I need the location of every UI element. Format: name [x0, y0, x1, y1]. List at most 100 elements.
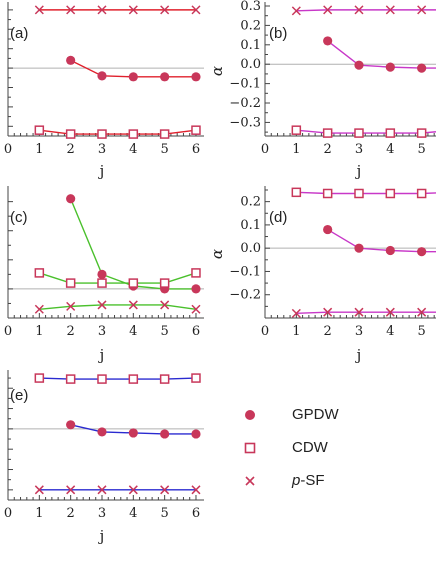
x-tick-label: 0 [4, 506, 12, 521]
data-point-cross [160, 485, 170, 495]
x-tick-label: 0 [261, 324, 269, 339]
data-point-square [128, 374, 139, 384]
panel-c: 0 1 2 3 4 5 6 j (c) [4, 186, 204, 364]
x-tick-label: 1 [292, 142, 300, 157]
data-point-square [322, 188, 333, 199]
series-line-cross [296, 311, 436, 315]
data-point-cross [417, 307, 427, 317]
data-point-cross [323, 5, 333, 15]
data-point-cross [385, 307, 395, 317]
x-tick-label: 4 [129, 324, 137, 339]
data-point-circle [354, 60, 364, 70]
cross-marker-icon [245, 475, 255, 486]
data-point-circle [97, 427, 107, 437]
series-line-square [39, 377, 197, 380]
data-point-cross [291, 308, 301, 318]
series-line-cross [39, 304, 197, 310]
x-axis-label: j [355, 346, 362, 364]
legend-label-psf: p-SF [292, 472, 325, 489]
x-tick-label: 6 [192, 324, 200, 339]
x-axis-label: j [98, 162, 105, 180]
series-group [34, 373, 201, 495]
data-point-circle [160, 72, 170, 82]
y-tick-label: 0.2 [240, 18, 261, 33]
open-square-marker-icon [244, 442, 256, 453]
y-tick-label: −0.1 [229, 264, 261, 279]
series-group [34, 194, 201, 314]
x-tick-label: 4 [386, 324, 394, 339]
legend-label-gpdw: GPDW [292, 406, 339, 423]
panel-b: 0.3 0.2 0.1 0.0 −0.1 −0.2 −0.3 α 0 1 2 3 4 5 j (b) [208, 0, 436, 180]
data-point-circle [191, 429, 201, 439]
x-tick-label: 1 [35, 142, 43, 157]
data-point-square [34, 373, 45, 383]
panel-d: 0.2 0.1 0.0 −0.1 −0.2 α 0 1 2 3 4 5 j (d) [208, 186, 436, 364]
x-tick-label: 1 [35, 506, 43, 521]
data-point-cross [191, 304, 201, 314]
data-point-square [191, 268, 201, 278]
x-axis-label: j [355, 162, 362, 180]
data-point-cross [191, 5, 201, 15]
y-tick-label: 0.2 [240, 195, 261, 210]
y-tick-label: −0.1 [229, 77, 261, 92]
x-tick-label: 0 [261, 142, 269, 157]
data-point-square [97, 374, 107, 384]
data-point-cross [354, 5, 364, 15]
x-tick-label: 3 [98, 142, 106, 157]
series-group [291, 5, 436, 138]
data-point-circle [160, 429, 170, 439]
data-point-cross [34, 485, 44, 495]
data-point-circle [354, 243, 364, 253]
x-tick-label: 2 [324, 324, 332, 339]
series-group [34, 5, 201, 139]
x-tick-label: 5 [161, 324, 169, 339]
series-line-square [39, 129, 197, 135]
data-point-cross [191, 485, 201, 495]
data-point-circle [97, 71, 107, 81]
data-point-square [97, 278, 107, 288]
data-point-square [191, 125, 201, 135]
y-tick-label: 0.3 [240, 0, 261, 14]
data-point-cross [66, 5, 76, 15]
x-tick-label: 4 [386, 142, 394, 157]
data-point-cross [128, 300, 138, 310]
panel-label: (e) [10, 387, 28, 404]
x-tick-label: 5 [418, 324, 426, 339]
legend-label-psf-italic: p [292, 472, 301, 489]
x-tick-label: 0 [4, 324, 12, 339]
panel-label: (b) [269, 25, 287, 42]
y-tick-label: 0.0 [240, 57, 261, 72]
data-point-cross [97, 485, 107, 495]
y-tick-label: −0.3 [229, 115, 261, 130]
data-point-square [65, 129, 76, 139]
series-line-circle [70, 198, 196, 290]
data-point-cross [417, 5, 427, 15]
panel-label: (a) [10, 25, 28, 42]
x-tick-label: 1 [292, 324, 300, 339]
x-tick-label: 6 [192, 506, 200, 521]
data-point-cross [354, 307, 364, 317]
data-point-cross [34, 5, 44, 15]
y-tick-label: −0.2 [229, 96, 261, 111]
x-tick-label: 6 [192, 142, 200, 157]
panel-a: 0 1 2 3 4 5 6 j (a) [4, 2, 204, 180]
x-tick-label: 4 [129, 506, 137, 521]
x-tick-label: 5 [161, 506, 169, 521]
legend-label-cdw: CDW [292, 439, 328, 456]
x-tick-label: 2 [67, 506, 75, 521]
panel-label: (d) [269, 209, 287, 226]
data-point-cross [97, 5, 107, 15]
data-point-cross [128, 485, 138, 495]
data-point-square [159, 374, 170, 384]
series-line-square [296, 129, 436, 134]
y-tick-label: 0.1 [240, 218, 261, 233]
data-point-circle [97, 269, 107, 279]
panel-e: 0 1 2 3 4 5 6 j (e) [4, 370, 204, 545]
data-point-square [191, 373, 201, 383]
x-tick-label: 2 [324, 142, 332, 157]
y-tick-label: −0.2 [229, 288, 261, 303]
data-point-square [354, 188, 364, 199]
legend-item-gpdw: GPDW [240, 398, 430, 431]
y-axis-label: α [208, 66, 226, 76]
y-axis-label: α [208, 249, 226, 259]
